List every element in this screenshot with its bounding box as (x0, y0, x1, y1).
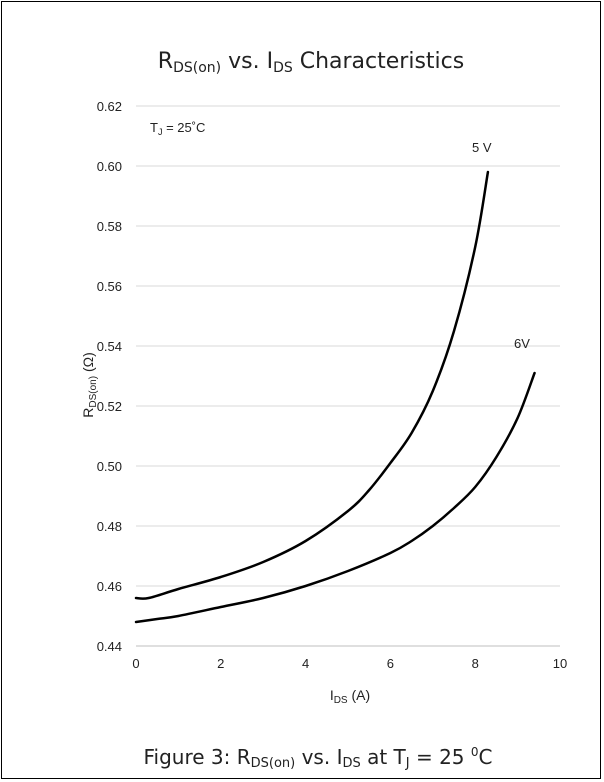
series-curves (134, 170, 536, 624)
series-line-1 (134, 371, 536, 624)
x-tick-label: 8 (472, 656, 479, 671)
chart-title: RDS(on) vs. IDS Characteristics (158, 49, 464, 76)
y-tick-label: 0.44 (97, 639, 122, 654)
series-line-0 (134, 170, 490, 600)
y-tick-label: 0.54 (97, 339, 122, 354)
figure-caption: Figure 3: RDS(on) vs. IDS at TJ = 25 0C (143, 745, 492, 771)
y-tick-label: 0.50 (97, 459, 122, 474)
y-tick-label: 0.60 (97, 159, 122, 174)
y-tick-label: 0.48 (97, 519, 122, 534)
x-tick-labels: 0 2 4 6 8 10 (132, 656, 567, 671)
y-axis-label: RDS(on) (Ω) (80, 352, 99, 418)
x-tick-label: 6 (387, 656, 394, 671)
junction-temperature-annotation: TJ = 25˚C (150, 120, 205, 137)
y-tick-label: 0.46 (97, 579, 122, 594)
y-tick-label: 0.56 (97, 279, 122, 294)
series-label-5v: 5 V (472, 140, 492, 155)
y-tick-label: 0.52 (97, 399, 122, 414)
y-tick-label: 0.58 (97, 219, 122, 234)
grid-lines (136, 105, 560, 587)
x-axis-label: IDS (A) (330, 687, 370, 706)
y-tick-labels: 0.44 0.46 0.48 0.50 0.52 0.54 0.56 0.58 0.60 0.62 (97, 99, 122, 654)
x-tick-label: 10 (553, 656, 567, 671)
series-label-6v: 6V (514, 336, 530, 351)
x-tick-label: 0 (132, 656, 139, 671)
y-tick-label: 0.62 (97, 99, 122, 114)
x-tick-label: 2 (217, 656, 224, 671)
x-tick-label: 4 (302, 656, 309, 671)
